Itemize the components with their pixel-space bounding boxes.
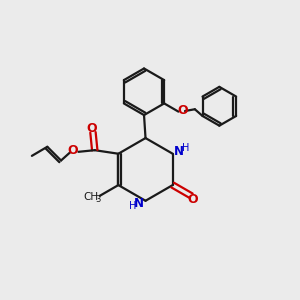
Text: H: H bbox=[129, 201, 136, 211]
Text: O: O bbox=[86, 122, 97, 135]
Text: O: O bbox=[177, 103, 188, 117]
Text: 3: 3 bbox=[96, 195, 101, 204]
Text: H: H bbox=[182, 143, 190, 153]
Text: O: O bbox=[188, 193, 198, 206]
Text: O: O bbox=[68, 144, 78, 157]
Text: N: N bbox=[174, 145, 184, 158]
Text: N: N bbox=[134, 197, 144, 210]
Text: CH: CH bbox=[84, 192, 99, 202]
